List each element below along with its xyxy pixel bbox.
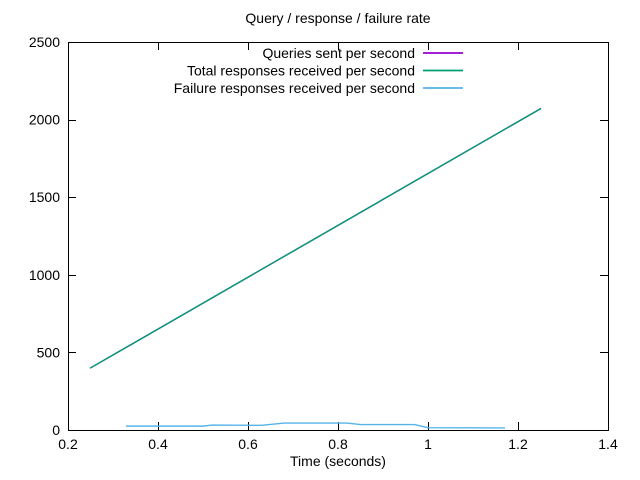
y-tick-label: 2500 (29, 34, 60, 50)
x-tick-label: 0.4 (148, 436, 168, 452)
series-line-2 (125, 422, 506, 429)
x-tick-label: 0.6 (238, 436, 258, 452)
plot-frame (68, 42, 609, 431)
chart-title: Query / response / failure rate (245, 10, 431, 26)
x-tick-label: 0.8 (328, 436, 348, 452)
x-tick-label: 1.2 (508, 436, 528, 452)
y-tick-label: 1000 (29, 267, 60, 283)
legend-label: Total responses received per second (187, 63, 415, 79)
y-tick-label: 500 (37, 344, 61, 360)
x-axis-label: Time (seconds) (290, 453, 386, 469)
y-tick-label: 1500 (29, 189, 60, 205)
legend-label: Queries sent per second (262, 45, 415, 61)
x-tick-label: 1.4 (598, 436, 618, 452)
y-tick-label: 0 (52, 422, 60, 438)
series-line-1 (89, 108, 542, 369)
x-tick-label: 1 (424, 436, 432, 452)
y-tick-label: 2000 (29, 112, 60, 128)
legend-label: Failure responses received per second (174, 80, 415, 96)
x-tick-label: 0.2 (58, 436, 78, 452)
